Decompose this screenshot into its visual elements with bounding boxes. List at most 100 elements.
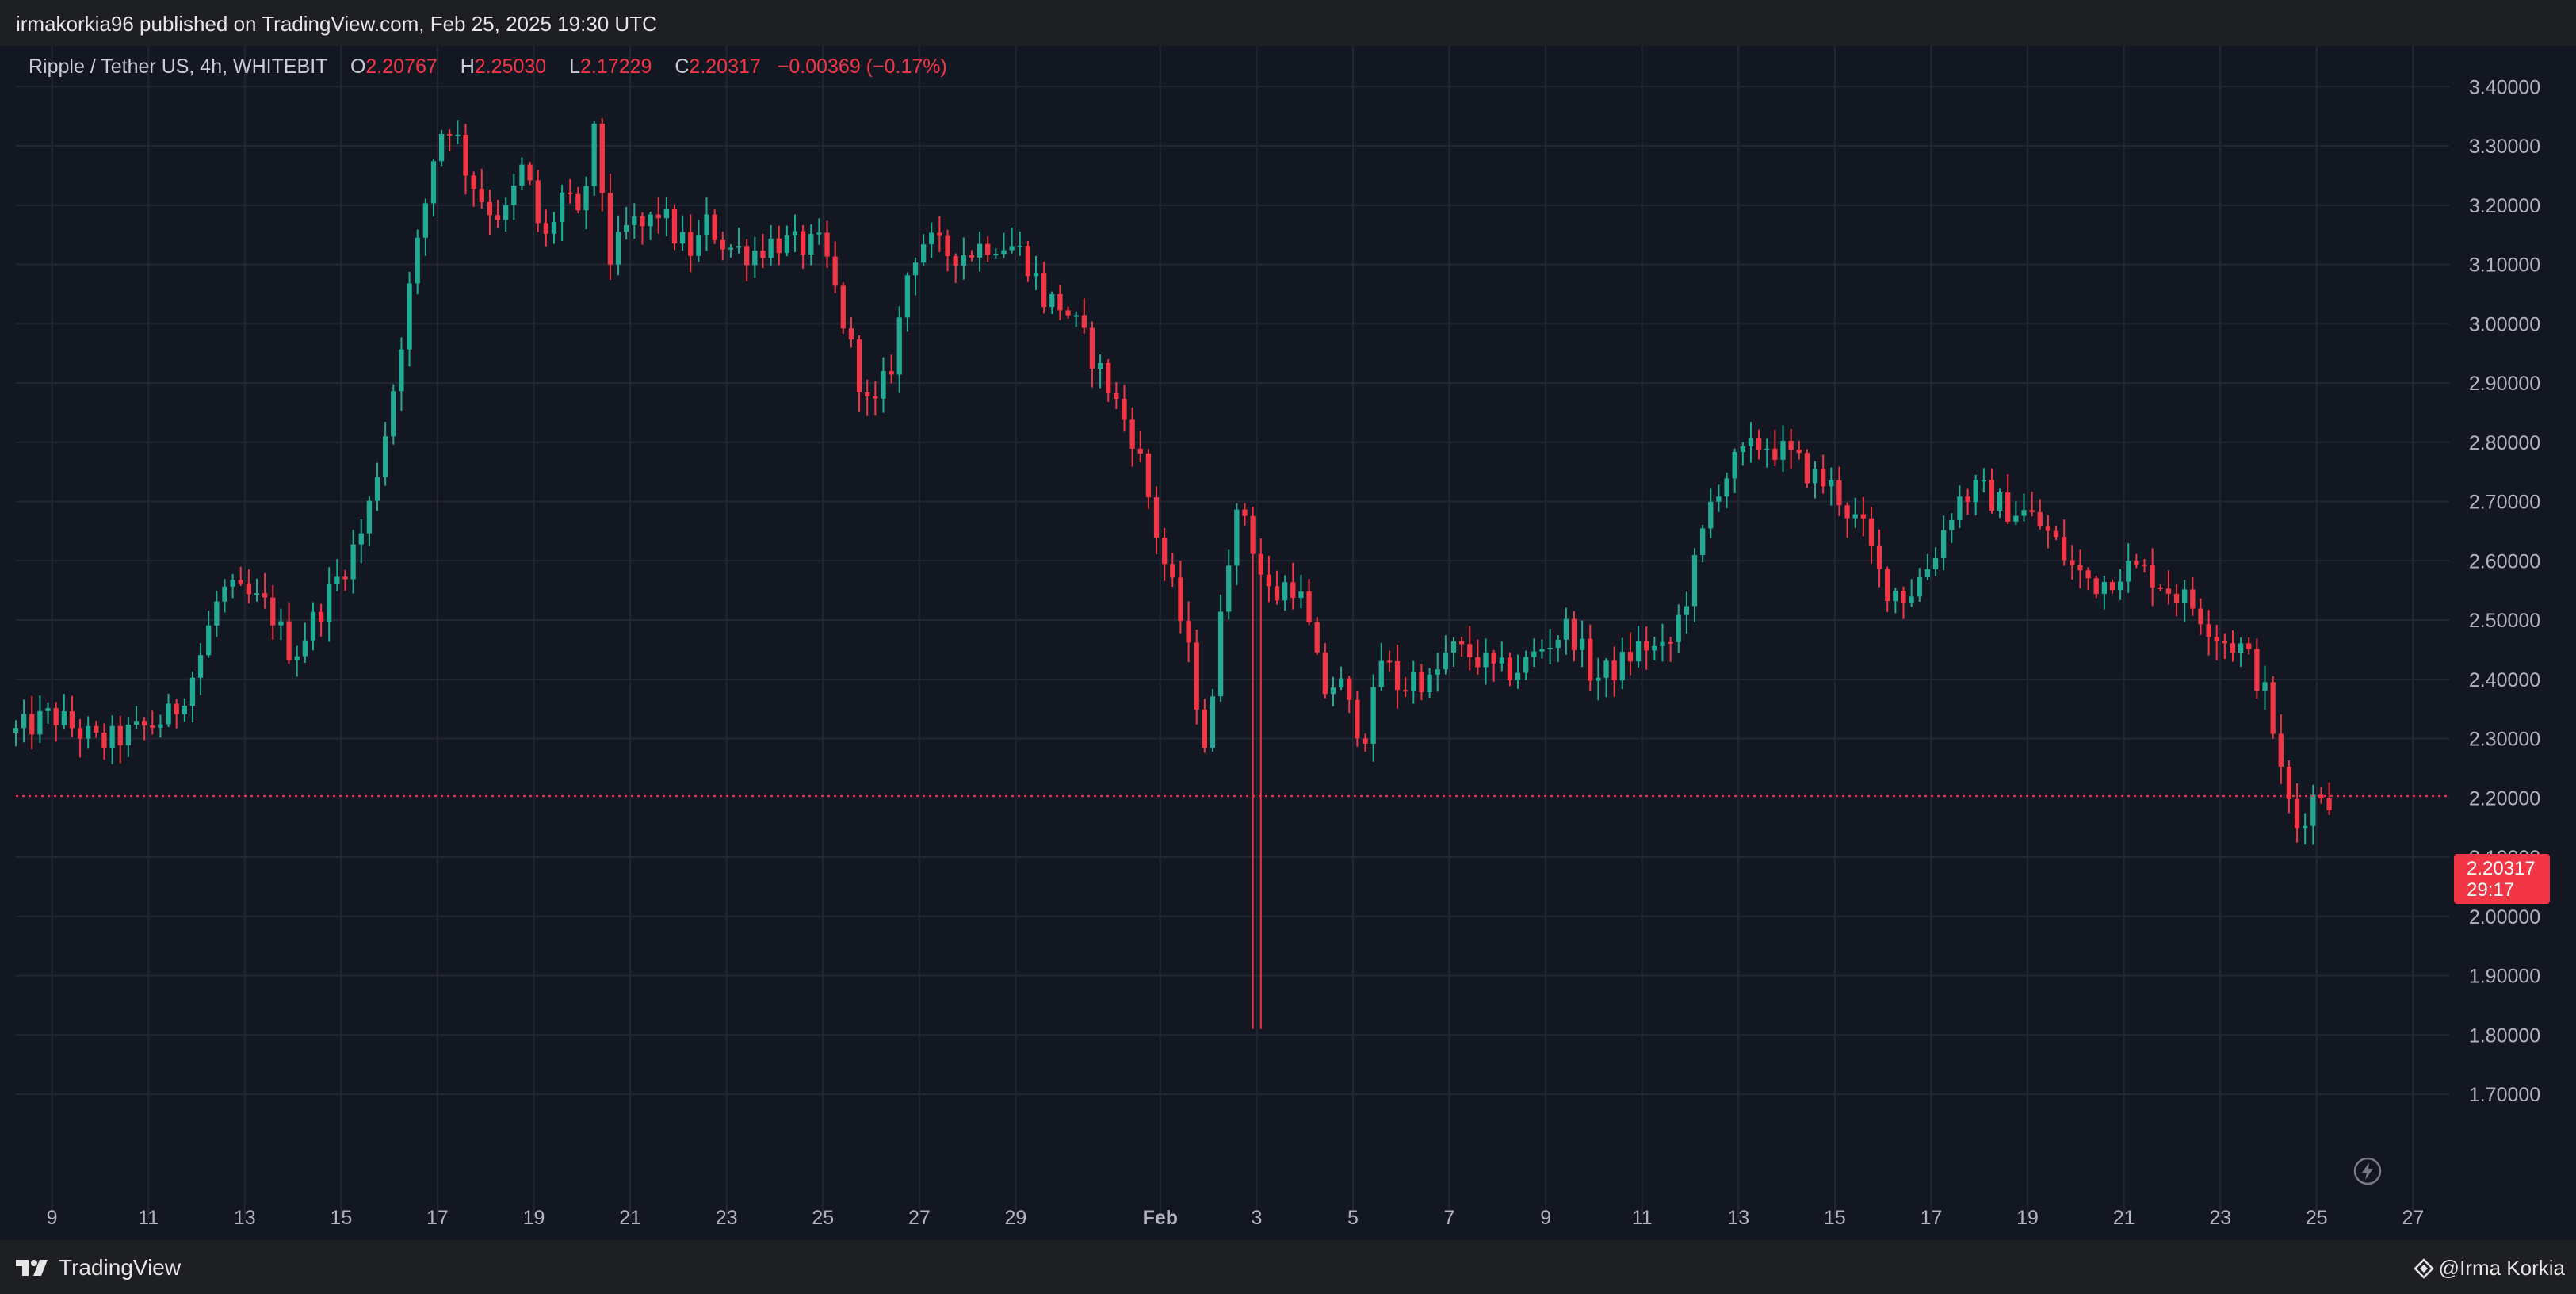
candle-body-up	[1298, 591, 1304, 599]
candle-body-down	[246, 583, 252, 595]
candle-body-down	[824, 232, 830, 257]
candle-body-down	[495, 215, 501, 220]
candle-body-down	[1162, 538, 1168, 565]
candle-body-down	[889, 371, 894, 375]
price-tick-label: 3.10000	[2469, 255, 2540, 277]
candle-body-down	[286, 621, 292, 660]
date-tick-label: 7	[1444, 1207, 1455, 1229]
candle-body-up	[1732, 452, 1737, 479]
candle-body-down	[2190, 589, 2196, 609]
candle-body-down	[1355, 699, 1360, 739]
candle-body-up	[519, 164, 525, 186]
candle-body-down	[174, 703, 179, 714]
candle-body-up	[1676, 614, 1681, 642]
candle-body-down	[655, 214, 661, 219]
candle-body-down	[1989, 480, 1995, 511]
date-tick-label: 13	[1727, 1207, 1749, 1229]
candle-body-up	[559, 192, 565, 223]
candle-body-up	[503, 205, 509, 220]
tradingview-idea-icon	[2413, 1258, 2434, 1279]
candle-body-down	[1403, 690, 1408, 692]
candle-body-down	[1821, 469, 1826, 487]
candle-body-down	[1122, 398, 1127, 420]
candle-body-down	[1885, 569, 1890, 602]
candle-body-down	[671, 209, 678, 244]
candle-body-down	[945, 235, 950, 257]
candle-body-down	[640, 216, 645, 227]
price-tick-label: 3.40000	[2469, 76, 2540, 98]
candle-body-down	[1186, 621, 1191, 643]
chart-panel[interactable]: 3.500003.400003.300003.200003.100003.000…	[0, 46, 2576, 1240]
date-tick-label: 9	[1540, 1207, 1551, 1229]
candle-body-down	[2173, 593, 2180, 603]
candle-body-up	[45, 708, 51, 711]
candle-body-up	[230, 580, 235, 587]
candle-body-up	[1949, 519, 1955, 530]
tradingview-logo[interactable]: TradingView	[16, 1254, 181, 1281]
grid-lines	[16, 46, 2449, 1219]
publish-info: irmakorkia96 published on TradingView.co…	[16, 12, 657, 36]
candle-body-up	[366, 500, 373, 534]
candle-body-up	[1411, 672, 1416, 692]
candle-body-down	[856, 339, 862, 392]
candle-body-down	[479, 188, 484, 203]
lightning-icon[interactable]	[2352, 1156, 2383, 1186]
candle-body-down	[712, 214, 717, 240]
candle-body-up	[61, 711, 67, 725]
high-label: H	[460, 56, 475, 78]
candle-body-down	[1106, 363, 1111, 393]
candle-body-down	[2005, 492, 2011, 522]
candle-body-down	[543, 223, 548, 234]
candle-body-down	[2093, 578, 2099, 595]
candle-body-down	[29, 714, 35, 735]
price-axis[interactable]: 3.500003.400003.300003.200003.100003.000…	[2469, 46, 2540, 1106]
candle-body-up	[961, 255, 966, 266]
candle-body-up	[1603, 660, 1609, 678]
candle-body-up	[1619, 652, 1625, 681]
candle-body-down	[2286, 766, 2292, 799]
candle-body-down	[69, 711, 75, 729]
candle-body-up	[768, 238, 774, 258]
candle-body-up	[1708, 501, 1714, 529]
candle-body-down	[1153, 497, 1160, 538]
candle-body-down	[607, 193, 613, 265]
candle-body-down	[94, 725, 99, 733]
last-price-value: 2.20317	[2467, 858, 2536, 879]
candle-body-up	[383, 436, 388, 477]
candle-body-up	[1483, 653, 1489, 668]
candle-body-up	[1450, 641, 1457, 653]
candle-body-up	[1523, 657, 1529, 673]
candle-body-up	[1812, 469, 1818, 484]
time-axis[interactable]: 9 11 13 15 17 19 21 23 25 27 29 Feb 3 5 7 9 11 13 15 17 19 21…	[47, 1207, 2425, 1229]
price-chart[interactable]: 3.500003.400003.300003.200003.100003.000…	[0, 46, 2576, 1240]
candle-body-up	[1764, 448, 1770, 450]
symbol-title[interactable]: Ripple / Tether US, 4h, WHITEBIT	[29, 56, 327, 78]
candle-body-up	[1852, 514, 1858, 519]
candle-body-up	[1691, 554, 1698, 607]
brand-name: TradingView	[59, 1255, 182, 1280]
candle-body-up	[1282, 582, 1288, 601]
candle-body-down	[2326, 798, 2332, 811]
candle-body-up	[1748, 438, 1754, 447]
author-name: @Irma Korkia	[2438, 1256, 2565, 1280]
date-tick-label: 17	[426, 1207, 449, 1229]
candle-body-down	[2278, 733, 2284, 767]
candle-body-down	[2085, 570, 2091, 579]
candle-body-down	[832, 256, 838, 286]
candle-body-down	[1386, 660, 1393, 663]
candle-body-up	[1234, 509, 1240, 566]
candle-body-up	[591, 123, 597, 186]
candle-body-down	[535, 180, 541, 224]
candle-body-down	[1788, 440, 1794, 450]
author-credit[interactable]: @Irma Korkia	[2413, 1256, 2565, 1281]
candle-body-up	[438, 133, 445, 162]
candle-body-up	[1917, 577, 1922, 597]
candle-body-up	[663, 209, 669, 219]
candle-body-up	[2310, 794, 2316, 826]
candle-body-down	[720, 239, 725, 250]
candle-body-down	[2157, 587, 2163, 589]
candle-body-down	[760, 251, 766, 258]
candle-body-up	[1684, 606, 1690, 615]
candle-body-down	[1836, 480, 1842, 506]
date-tick-label: 3	[1251, 1207, 1262, 1229]
